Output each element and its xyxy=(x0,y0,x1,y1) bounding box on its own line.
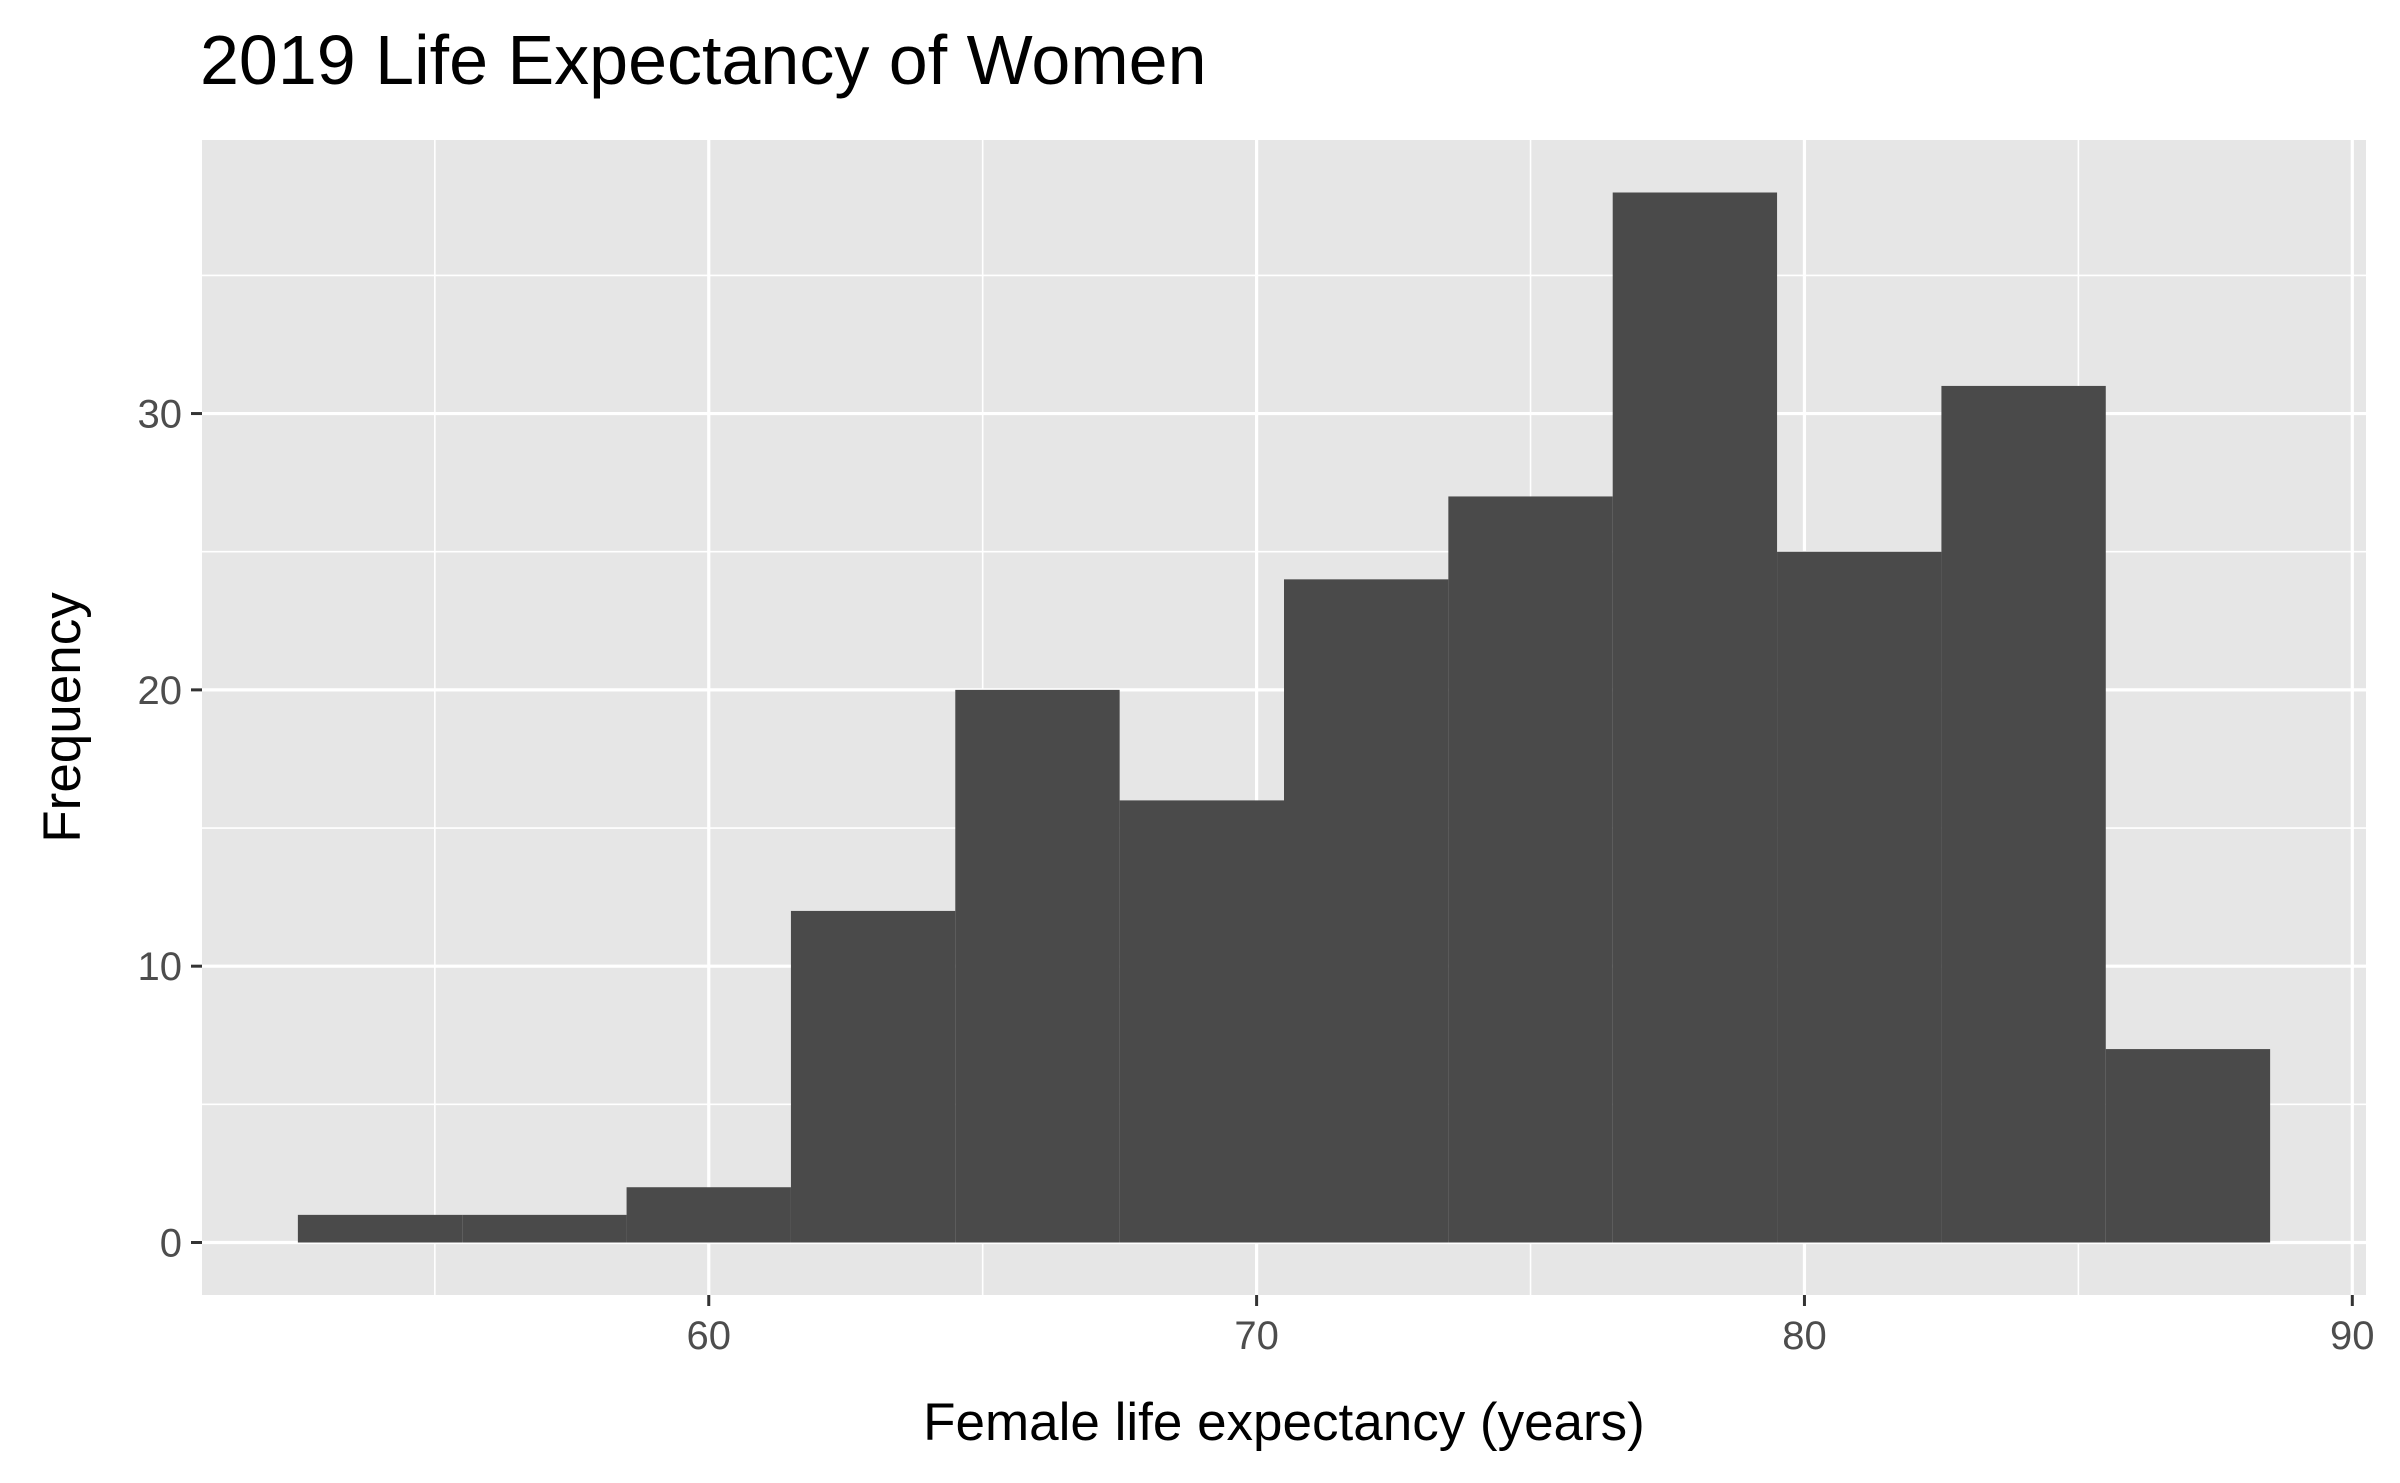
histogram-bar xyxy=(1777,551,1942,1243)
histogram-bar xyxy=(1941,385,2106,1243)
y-axis: 0 10 20 30 xyxy=(138,393,202,1266)
y-tick-label: 30 xyxy=(138,393,183,437)
histogram-bar xyxy=(955,689,1120,1243)
histogram-bar xyxy=(1448,496,1613,1243)
y-tick-label: 0 xyxy=(160,1222,182,1266)
histogram-bar xyxy=(790,910,956,1243)
histogram-bar xyxy=(462,1214,627,1243)
x-tick-label: 90 xyxy=(2330,1314,2375,1358)
x-axis: 60 70 80 90 xyxy=(687,1295,2375,1358)
histogram-bar xyxy=(297,1214,463,1243)
y-axis-title: Frequency xyxy=(33,592,92,843)
chart-title: 2019 Life Expectancy of Women xyxy=(200,21,1207,99)
histogram-bar xyxy=(626,1187,791,1243)
histogram-bars xyxy=(297,192,2271,1243)
histogram-bar xyxy=(2105,1049,2271,1243)
histogram-bar xyxy=(1284,579,1449,1243)
x-tick-label: 80 xyxy=(1782,1314,1827,1358)
x-tick-label: 70 xyxy=(1234,1314,1279,1358)
y-tick-label: 10 xyxy=(138,945,183,989)
y-tick-label: 20 xyxy=(138,669,183,713)
histogram-bar xyxy=(1119,800,1284,1243)
histogram-bar xyxy=(1612,192,1778,1243)
x-axis-title: Female life expectancy (years) xyxy=(923,1393,1645,1452)
x-tick-label: 60 xyxy=(687,1314,732,1358)
